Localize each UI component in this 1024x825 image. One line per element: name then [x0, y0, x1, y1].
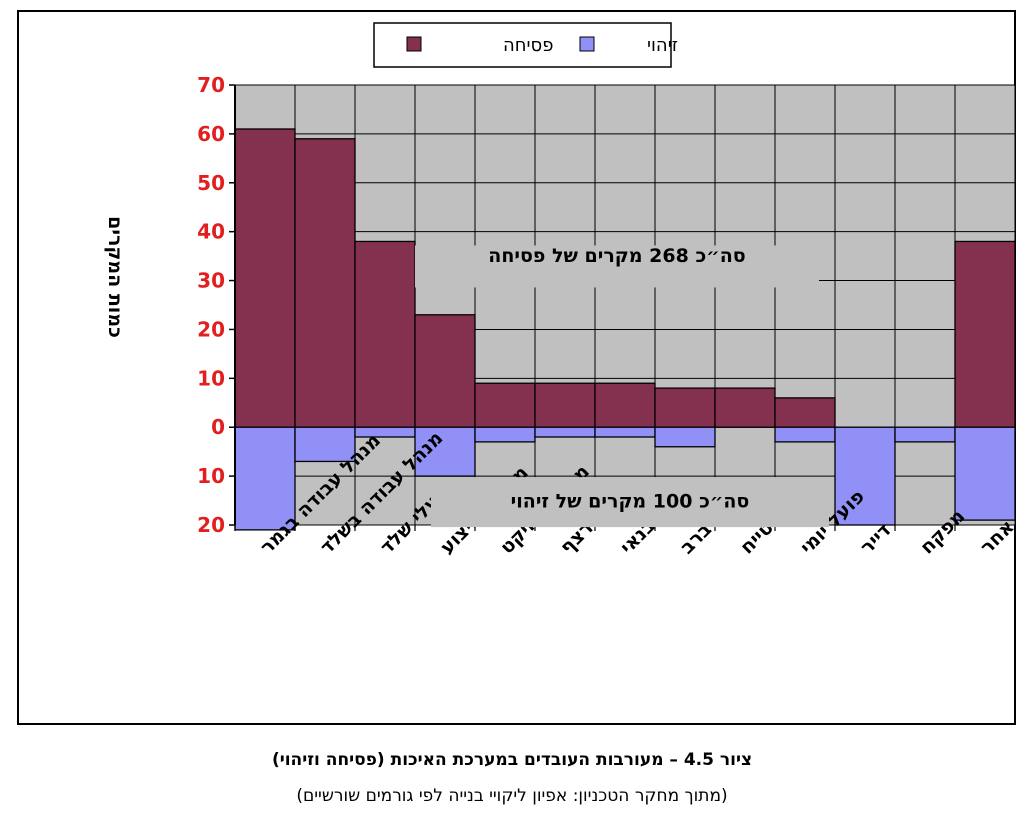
bar-psicha — [234, 128, 296, 428]
bar-psicha — [294, 138, 356, 428]
legend-swatch-psicha — [406, 36, 422, 52]
figure-caption-title: ציור 4.5 – מעורבות העובדים במערכת האיכות… — [271, 750, 753, 770]
y-axis-label: כמות המקרים — [104, 216, 126, 338]
bar-psicha — [954, 240, 1016, 428]
bar-zihui — [474, 426, 536, 443]
chart-frame: 70 60 50 40 30 20 10 0 10 20 מנהל עבודה בגמר מנהל ע… — [17, 10, 1018, 725]
legend-label-zihui: זיהוי — [647, 35, 678, 56]
y-tick-label: 50 — [197, 171, 225, 195]
bar-zihui — [414, 426, 476, 477]
bar-zihui — [654, 426, 716, 448]
bar-zihui — [234, 426, 296, 531]
y-tick-label: 70 — [197, 73, 225, 97]
bar-psicha — [774, 397, 836, 428]
bar-zihui — [534, 426, 596, 438]
bars-layer — [234, 128, 1016, 531]
bar-psicha — [354, 240, 416, 428]
y-tick-label: 40 — [197, 220, 225, 244]
bar-zihui — [894, 426, 956, 443]
y-tick-label: 10 — [197, 464, 225, 488]
bar-psicha — [594, 382, 656, 428]
figure-caption-source: (מתוך מחקר הטכניון: אפיון ליקויי בנייה ל… — [296, 786, 728, 806]
bar-psicha — [414, 314, 476, 428]
bar-zihui — [774, 426, 836, 443]
annotation-positive-text: סה״כ 268 מקרים של פסיחה — [488, 245, 745, 267]
legend: פסיחה זיהוי — [373, 22, 678, 68]
bar-zihui — [594, 426, 656, 438]
y-tick-label: 10 — [197, 366, 225, 390]
bar-zihui — [954, 426, 1016, 521]
legend-box — [373, 22, 672, 68]
annotation-negative: סה״כ 100 מקרים של זיהוי — [431, 477, 829, 528]
bar-psicha — [714, 387, 776, 428]
legend-label-psicha: פסיחה — [503, 35, 553, 56]
y-tick-label: 20 — [197, 317, 225, 341]
y-tick-label: 0 — [211, 415, 225, 439]
bar-zihui — [834, 426, 896, 526]
y-tick-label: 60 — [197, 122, 225, 146]
annotation-negative-text: סה״כ 100 מקרים של זיהוי — [511, 491, 750, 513]
bar-zihui — [294, 426, 356, 463]
bar-psicha — [534, 382, 596, 428]
y-tick-label: 30 — [197, 269, 225, 293]
legend-swatch-zihui — [579, 36, 595, 52]
annotation-positive: סה״כ 268 מקרים של פסיחה — [415, 245, 819, 288]
y-tick-label: 20 — [197, 513, 225, 537]
bar-psicha — [654, 387, 716, 428]
bar-psicha — [474, 382, 536, 428]
